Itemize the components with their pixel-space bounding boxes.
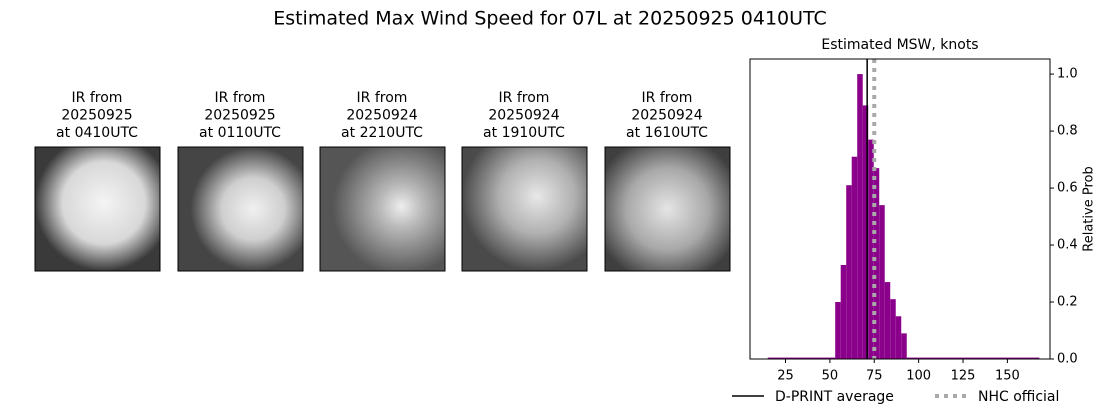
- bar: [851, 156, 858, 359]
- panel-title: 20250924: [488, 108, 559, 124]
- x-tick-label: 50: [822, 369, 839, 384]
- x-tick-label: 150: [995, 369, 1020, 384]
- bar: [873, 168, 880, 359]
- legend-label: D-PRINT average: [775, 389, 894, 405]
- bar: [906, 357, 1040, 359]
- bar: [846, 185, 852, 359]
- bar: [835, 302, 841, 359]
- panel-title: 20250924: [346, 108, 417, 124]
- bar: [857, 74, 863, 359]
- panel-title: IR from: [642, 90, 693, 106]
- y-tick-label: 0.4: [1057, 238, 1078, 253]
- satellite-image: [461, 146, 588, 272]
- bar: [767, 357, 836, 359]
- satellite-image: [34, 146, 161, 272]
- y-tick-label: 0.0: [1057, 352, 1078, 367]
- panel-title: IR from: [499, 90, 550, 106]
- satellite-image: [319, 146, 446, 272]
- x-tick-label: 125: [951, 369, 976, 384]
- bar: [901, 333, 907, 359]
- bar: [895, 316, 902, 359]
- panel-title: at 0110UTC: [199, 125, 281, 141]
- y-tick-label: 1.0: [1057, 67, 1078, 82]
- histogram-chart: Estimated MSW, knots 25 50 75 100 125 150 0.0 0.…: [732, 37, 1097, 405]
- y-tick-label: 0.8: [1057, 124, 1078, 139]
- panel-title: at 2210UTC: [341, 125, 423, 141]
- y-axis-label: Relative Prob: [1082, 166, 1097, 251]
- bar: [884, 282, 891, 359]
- bar: [862, 105, 869, 359]
- plot-frame: [749, 58, 1051, 360]
- panel-title: 20250925: [61, 108, 132, 124]
- panel-title: IR from: [357, 90, 408, 106]
- y-tick-label: 0.2: [1057, 295, 1078, 310]
- y-tick-label: 0.6: [1057, 181, 1078, 196]
- x-tick-label: 75: [866, 369, 883, 384]
- x-tick-label: 100: [906, 369, 931, 384]
- satellite-image: [604, 146, 731, 272]
- chart-title: Estimated MSW, knots: [821, 37, 978, 53]
- panel-title: at 1610UTC: [626, 125, 708, 141]
- satellite-image: [177, 146, 304, 272]
- bar: [879, 205, 885, 359]
- x-tick-label: 25: [777, 369, 794, 384]
- bar: [840, 264, 847, 359]
- bar: [890, 299, 896, 359]
- panel-title: at 0410UTC: [56, 125, 138, 141]
- bar: [868, 139, 874, 359]
- panel-title: 20250925: [204, 108, 275, 124]
- figure-title: Estimated Max Wind Speed for 07L at 2025…: [273, 8, 827, 30]
- panel-title: 20250924: [631, 108, 702, 124]
- panel-title: IR from: [215, 90, 266, 106]
- panel-title: IR from: [72, 90, 123, 106]
- panel-title: at 1910UTC: [483, 125, 565, 141]
- legend-label: NHC official: [978, 389, 1059, 405]
